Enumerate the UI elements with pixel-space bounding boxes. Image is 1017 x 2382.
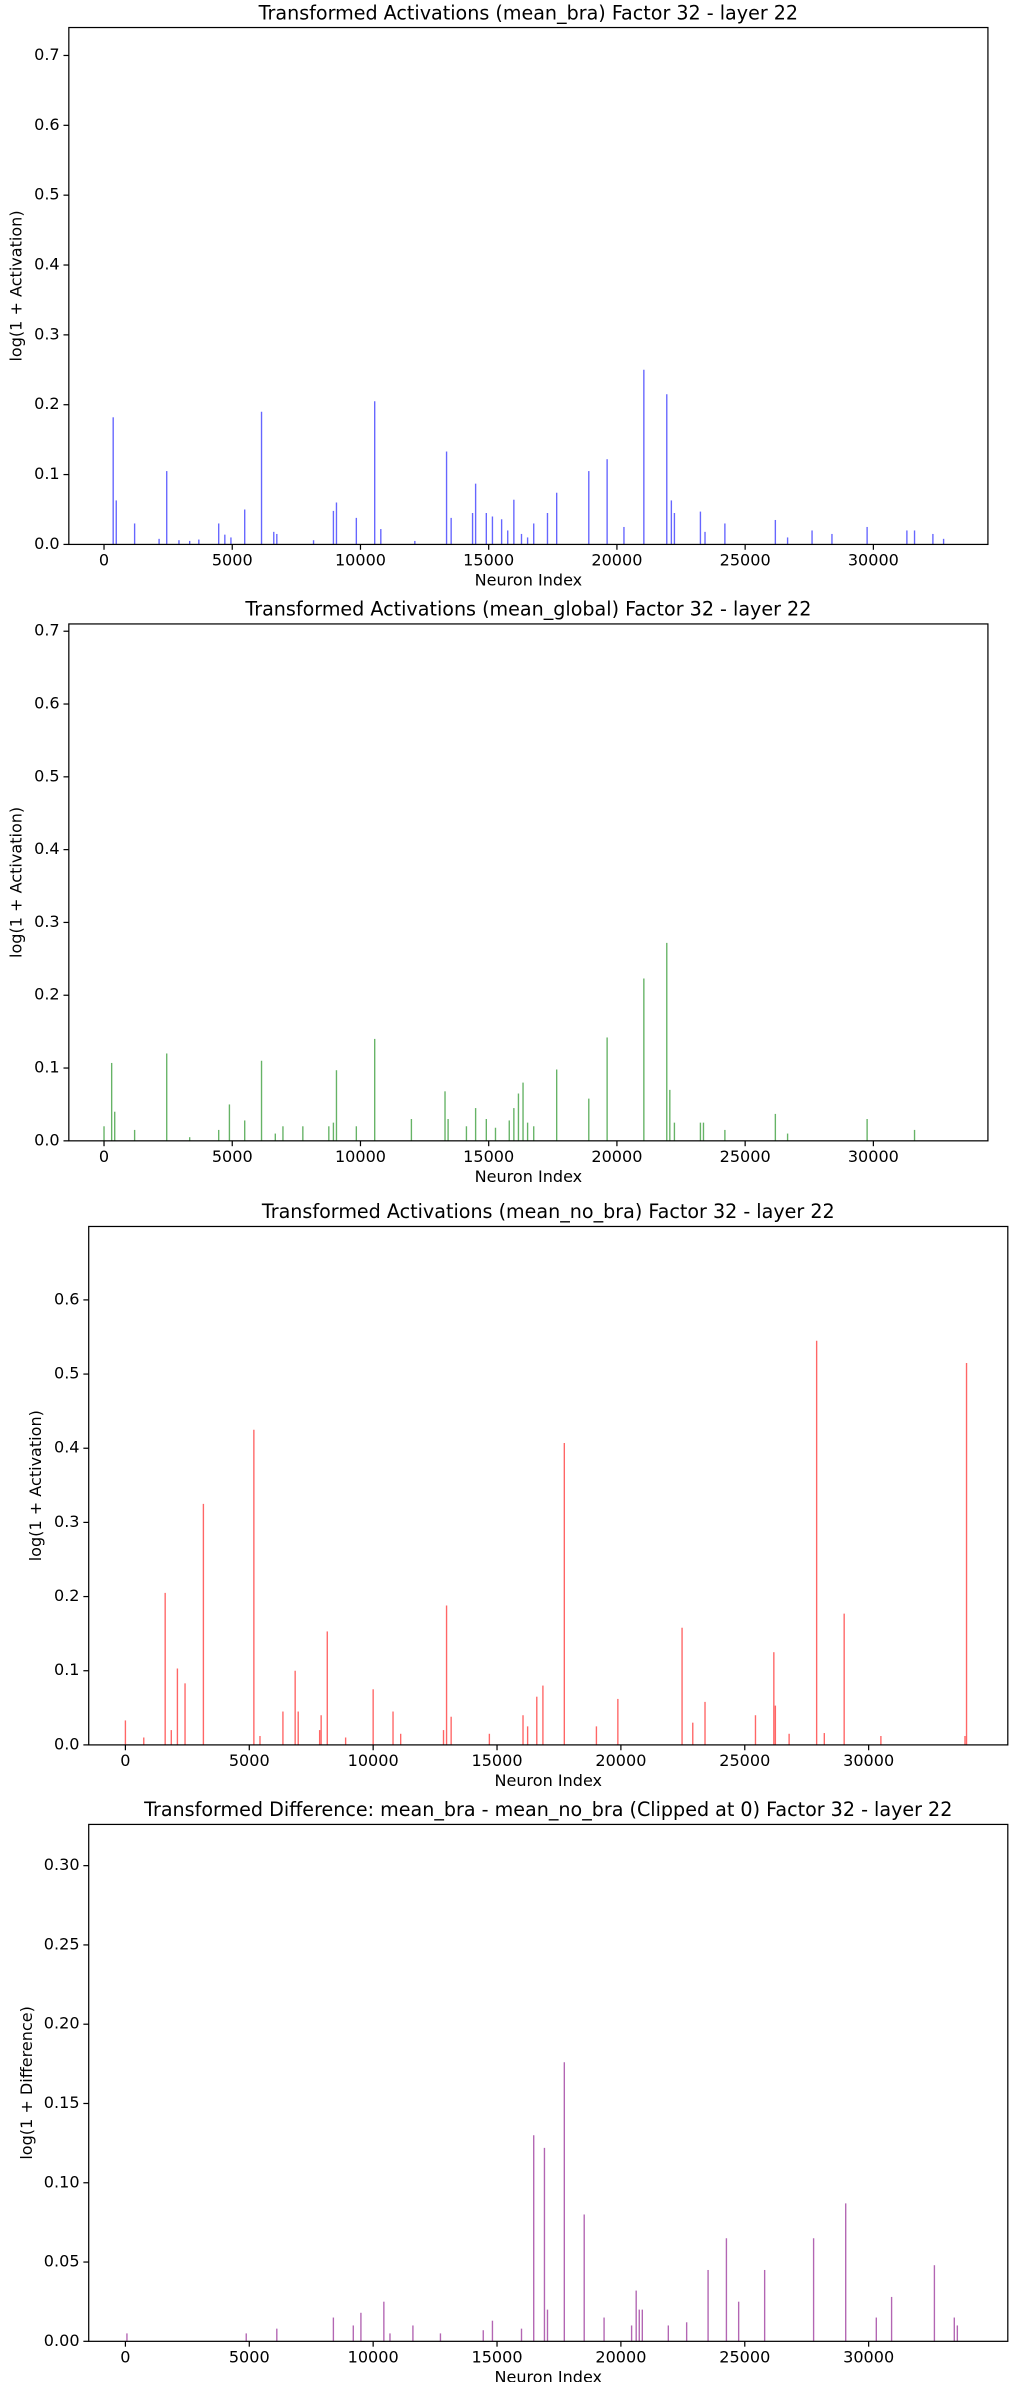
x-tick-label: 30000 — [848, 1147, 899, 1166]
x-tick-label: 20000 — [595, 1751, 646, 1770]
y-axis-label: log(1 + Activation) — [6, 807, 25, 958]
x-tick-label: 5000 — [229, 2348, 270, 2367]
x-tick-label: 0 — [99, 1147, 109, 1166]
x-tick-label: 20000 — [595, 2348, 646, 2367]
y-tick-label: 0.0 — [34, 1130, 60, 1149]
x-tick-label: 10000 — [348, 1751, 399, 1770]
x-tick-label: 15000 — [471, 2348, 522, 2367]
plot-frame — [88, 1225, 1009, 1746]
plot-frame — [68, 623, 989, 1142]
x-tick-label: 5000 — [212, 1147, 253, 1166]
y-tick-label: 0.6 — [34, 115, 60, 134]
x-tick-label: 5000 — [229, 1751, 270, 1770]
x-tick-label: 10000 — [335, 1147, 386, 1166]
y-tick-label: 0.2 — [34, 394, 60, 413]
y-tick-label: 0.6 — [34, 694, 60, 713]
y-tick-label: 0.3 — [34, 912, 60, 931]
y-tick-label: 0.20 — [44, 2014, 80, 2033]
y-tick-label: 0.4 — [54, 1438, 80, 1457]
y-tick-label: 0.5 — [34, 185, 60, 204]
x-axis-label: Neuron Index — [475, 1167, 583, 1186]
chart-title: Transformed Activations (mean_no_bra) Fa… — [261, 1200, 835, 1223]
y-tick-label: 0.7 — [34, 621, 60, 640]
y-tick-label: 0.1 — [54, 1660, 80, 1679]
y-tick-label: 0.2 — [34, 985, 60, 1004]
chart-title: Transformed Difference: mean_bra - mean_… — [143, 1798, 952, 1821]
x-tick-label: 30000 — [843, 2348, 894, 2367]
x-tick-label: 30000 — [848, 551, 899, 570]
x-tick-label: 15000 — [471, 1751, 522, 1770]
y-tick-label: 0.15 — [44, 2093, 80, 2112]
y-axis-label: log(1 + Activation) — [6, 210, 25, 361]
x-tick-label: 25000 — [719, 2348, 770, 2367]
y-tick-label: 0.00 — [44, 2331, 80, 2350]
x-tick-label: 0 — [120, 1751, 130, 1770]
x-tick-label: 20000 — [591, 551, 642, 570]
x-tick-label: 10000 — [348, 2348, 399, 2367]
y-tick-label: 0.30 — [44, 1855, 80, 1874]
x-axis-label: Neuron Index — [494, 1771, 602, 1790]
y-tick-label: 0.1 — [34, 464, 60, 483]
y-tick-label: 0.5 — [54, 1364, 80, 1383]
plot-frame — [68, 26, 989, 546]
x-axis-label: Neuron Index — [475, 571, 583, 590]
y-tick-label: 0.6 — [54, 1289, 80, 1308]
y-tick-label: 0.0 — [34, 534, 60, 553]
y-axis-label: log(1 + Difference) — [17, 2006, 36, 2160]
x-tick-label: 0 — [99, 551, 109, 570]
y-tick-label: 0.4 — [34, 839, 60, 858]
x-tick-label: 25000 — [720, 1147, 771, 1166]
y-tick-label: 0.25 — [44, 1934, 80, 1953]
x-axis-label: Neuron Index — [494, 2368, 602, 2382]
y-tick-label: 0.5 — [34, 766, 60, 785]
y-tick-label: 0.10 — [44, 2172, 80, 2191]
x-tick-label: 15000 — [463, 1147, 514, 1166]
x-tick-label: 10000 — [335, 551, 386, 570]
chart-title: Transformed Activations (mean_bra) Facto… — [258, 1, 798, 24]
plot-frame — [88, 1823, 1009, 2342]
y-axis-label: log(1 + Activation) — [26, 1410, 45, 1561]
x-tick-label: 0 — [120, 2348, 130, 2367]
x-tick-label: 30000 — [843, 1751, 894, 1770]
y-tick-label: 0.3 — [54, 1512, 80, 1531]
x-tick-label: 25000 — [720, 551, 771, 570]
y-tick-label: 0.4 — [34, 255, 60, 274]
x-tick-label: 5000 — [212, 551, 253, 570]
x-tick-label: 15000 — [463, 551, 514, 570]
y-tick-label: 0.7 — [34, 45, 60, 64]
y-tick-label: 0.1 — [34, 1058, 60, 1077]
y-tick-label: 0.2 — [54, 1586, 80, 1605]
chart-title: Transformed Activations (mean_global) Fa… — [244, 598, 811, 621]
y-tick-label: 0.05 — [44, 2252, 80, 2271]
x-tick-label: 25000 — [719, 1751, 770, 1770]
y-tick-label: 0.3 — [34, 324, 60, 343]
x-tick-label: 20000 — [591, 1147, 642, 1166]
y-tick-label: 0.0 — [54, 1734, 80, 1753]
